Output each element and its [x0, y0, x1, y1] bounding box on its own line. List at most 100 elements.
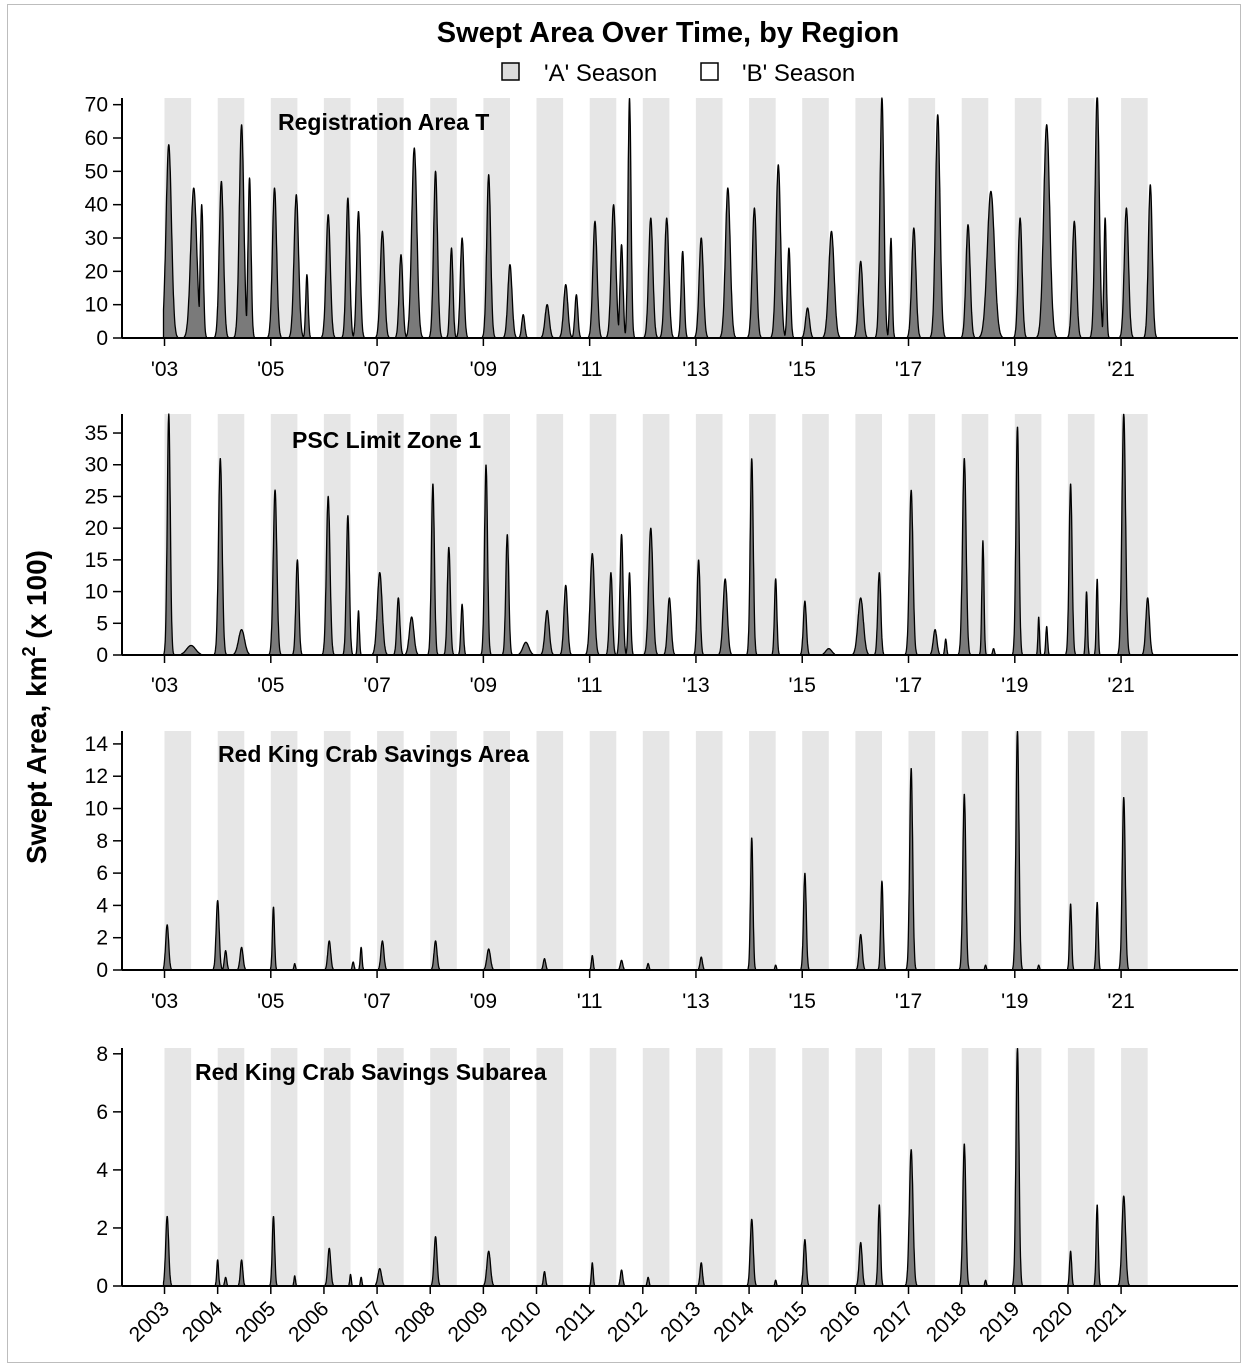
chart-frame	[7, 4, 1241, 1363]
y-tick-label: 20	[85, 260, 108, 283]
season-band-a-2012	[642, 1048, 670, 1286]
season-band-a-2007	[377, 1048, 404, 1286]
x-tick-label: '13	[682, 358, 709, 381]
area-series-1	[162, 97, 1162, 339]
y-tick-label: 6	[96, 1101, 108, 1124]
x-tick-label: '09	[470, 358, 497, 381]
season-band-a-2011	[589, 1048, 617, 1286]
season-band-a-2006	[323, 731, 351, 970]
y-tick-label: 5	[96, 612, 108, 635]
season-band-a-2004	[217, 1048, 245, 1286]
season-band-a-2008	[430, 731, 457, 970]
x-tick-label: '21	[1107, 358, 1134, 381]
y-tick-label: 4	[96, 1159, 108, 1182]
y-tick-label: 0	[96, 1275, 108, 1298]
x-tick-label: 2011	[551, 1297, 599, 1345]
x-tick-label: '15	[789, 674, 816, 697]
x-tick-label: '15	[789, 990, 816, 1013]
y-tick-label: 0	[96, 327, 108, 350]
season-band-a-2009	[483, 1048, 510, 1286]
y-tick-label: 12	[85, 765, 108, 788]
y-tick-label: 14	[85, 733, 109, 756]
x-tick-label: '07	[363, 358, 390, 381]
x-tick-label: '09	[470, 674, 497, 697]
panel-title: Red King Crab Savings Subarea	[195, 1059, 547, 1085]
x-tick-label: '07	[363, 674, 390, 697]
season-band-a-2010	[536, 98, 564, 338]
x-tick-label: '11	[577, 358, 603, 381]
x-tick-label: '05	[257, 990, 284, 1013]
x-tick-label: 2005	[231, 1297, 280, 1346]
legend-swatch-b-season	[700, 62, 719, 81]
x-tick-label: '03	[151, 358, 178, 381]
x-tick-label: '05	[257, 358, 284, 381]
x-tick-label: '11	[577, 990, 603, 1013]
x-tick-label: 2017	[869, 1297, 918, 1346]
y-tick-label: 8	[96, 1043, 108, 1066]
x-tick-label: 2009	[444, 1297, 493, 1346]
y-tick-label: 20	[85, 517, 108, 540]
x-tick-label: 2018	[922, 1297, 971, 1346]
season-band-a-2013	[695, 1048, 723, 1286]
y-tick-label: 10	[85, 798, 108, 821]
x-tick-label: '21	[1107, 990, 1134, 1013]
panel-3: 0 2 4 6 8 10 12 14 '03 '05 '07 '09 '11 '13 '15 '17 '19 '2…	[85, 730, 1238, 1013]
x-tick-label: '13	[682, 990, 709, 1013]
x-tick-label: '19	[1001, 674, 1028, 697]
y-tick-label: 2	[96, 927, 108, 950]
x-tick-label: '17	[895, 358, 922, 381]
panel-title: Red King Crab Savings Area	[218, 741, 529, 767]
x-tick-label: '15	[789, 358, 816, 381]
x-tick-label: 2003	[125, 1297, 174, 1346]
y-tick-label: 8	[96, 830, 108, 853]
y-tick-label: 35	[85, 422, 108, 445]
x-tick-label: 2010	[497, 1297, 546, 1346]
season-band-a-2006	[323, 1048, 351, 1286]
y-axis-label: Swept Area, km2 (x 100)	[19, 550, 52, 864]
season-band-a-2016	[855, 731, 882, 970]
x-tick-label: 2006	[284, 1297, 333, 1346]
x-tick-label: 2019	[975, 1297, 1024, 1346]
x-tick-label: '17	[895, 990, 922, 1013]
y-tick-label: 60	[85, 127, 108, 150]
y-tick-label: 0	[96, 959, 108, 982]
legend-swatch-a-season	[501, 62, 520, 81]
x-tick-label: '19	[1001, 990, 1028, 1013]
season-band-a-2007	[377, 731, 404, 970]
x-tick-label: '09	[470, 990, 497, 1013]
x-tick-label: '11	[577, 674, 603, 697]
x-tick-label: '19	[1001, 358, 1028, 381]
legend-label-a-season: 'A' Season	[544, 60, 657, 87]
y-tick-label: 30	[85, 227, 108, 250]
panel-2: 0 5 10 15 20 25 30 35 '03 '05 '07 '09 '11 '13 '15 '17 '1…	[85, 413, 1238, 697]
y-tick-label: 25	[85, 485, 108, 508]
season-band-a-2011	[589, 731, 617, 970]
y-tick-label: 50	[85, 160, 108, 183]
y-tick-label: 10	[85, 294, 108, 317]
y-tick-label: 10	[85, 581, 108, 604]
panel-title: PSC Limit Zone 1	[292, 427, 481, 453]
x-tick-label: 2016	[816, 1297, 865, 1346]
x-tick-label: 2013	[656, 1297, 705, 1346]
season-band-a-2009	[483, 731, 510, 970]
x-tick-label: '05	[257, 674, 284, 697]
x-tick-label: '03	[151, 674, 178, 697]
panel-title: Registration Area T	[278, 109, 489, 135]
x-tick-label: 2004	[178, 1297, 228, 1347]
x-tick-label: 2015	[762, 1297, 811, 1346]
legend: 'A' Season 'B' Season	[501, 60, 855, 87]
x-tick-label: 2020	[1028, 1297, 1077, 1346]
y-tick-label: 4	[96, 894, 108, 917]
season-band-a-2010	[536, 1048, 564, 1286]
season-band-a-2003	[164, 731, 192, 970]
y-tick-label: 6	[96, 862, 108, 885]
x-tick-label: 2012	[603, 1297, 652, 1346]
x-tick-label: 2007	[337, 1297, 386, 1346]
panel-1: 0 10 20 30 40 50 60 70 '03 '05 '07 '09 '11 '13 '15 '17 '…	[85, 94, 1238, 381]
y-tick-label: 15	[85, 549, 108, 572]
y-tick-label: 2	[96, 1217, 108, 1240]
season-band-a-2015	[802, 98, 829, 338]
